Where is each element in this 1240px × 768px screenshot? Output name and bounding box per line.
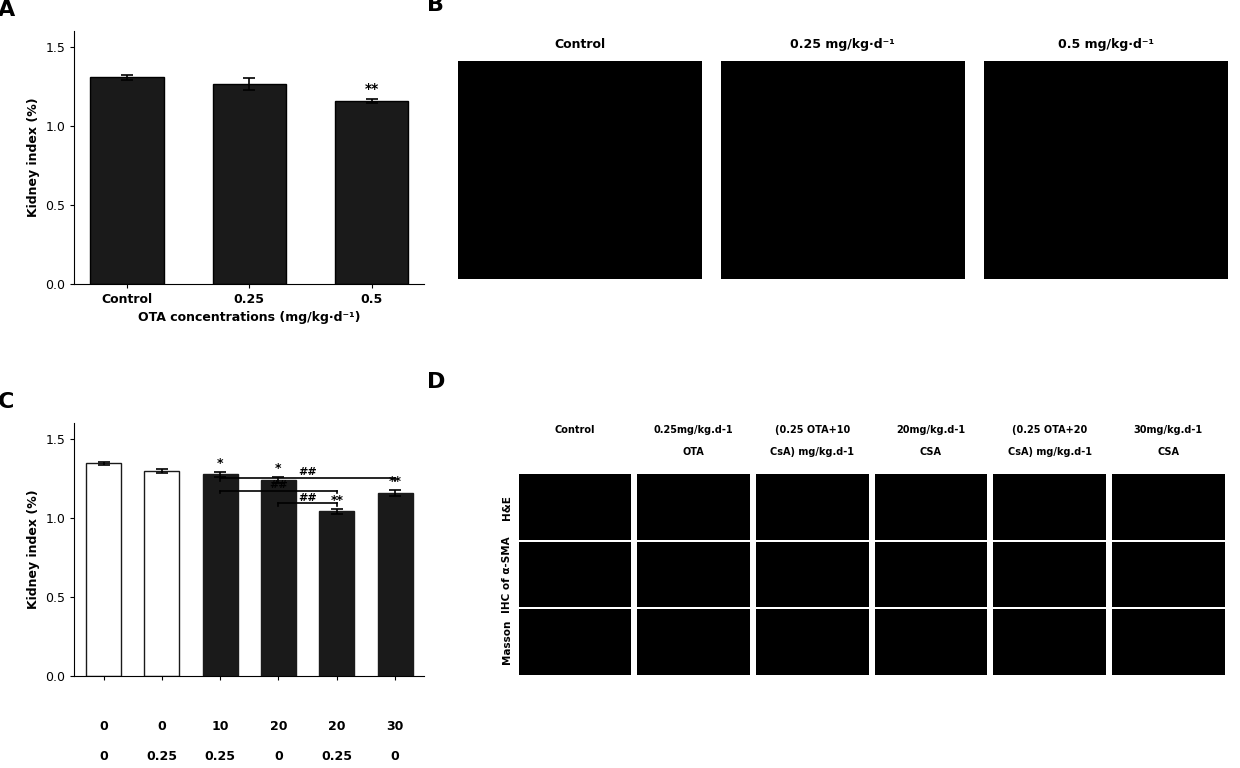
Bar	[260, 480, 296, 676]
Text: OTA: OTA	[683, 447, 704, 457]
Bar	[518, 475, 631, 540]
Text: ##: ##	[299, 468, 317, 478]
Bar	[518, 542, 631, 607]
Bar	[518, 609, 631, 675]
Bar	[212, 84, 286, 283]
Text: 0.25: 0.25	[321, 750, 352, 763]
Text: *: *	[275, 462, 281, 475]
Text: CsA) mg/kg.d-1: CsA) mg/kg.d-1	[1008, 447, 1091, 457]
Y-axis label: Kidney index (%): Kidney index (%)	[27, 489, 40, 609]
Text: B: B	[427, 0, 444, 15]
Text: 0: 0	[274, 750, 283, 763]
Text: **: **	[365, 81, 378, 96]
Text: CsA) mg/kg.d-1: CsA) mg/kg.d-1	[770, 447, 854, 457]
Bar	[720, 61, 965, 279]
Bar	[993, 542, 1106, 607]
Bar	[874, 609, 987, 675]
Text: CSA: CSA	[920, 447, 942, 457]
Text: 0: 0	[99, 750, 108, 763]
Text: 30mg/kg.d-1: 30mg/kg.d-1	[1133, 425, 1203, 435]
Text: 0.25: 0.25	[205, 750, 236, 763]
Text: ##: ##	[299, 493, 317, 503]
Bar	[993, 609, 1106, 675]
Bar	[983, 61, 1228, 279]
Bar	[637, 542, 750, 607]
Text: (0.25 OTA+20: (0.25 OTA+20	[1012, 425, 1087, 435]
Bar	[874, 475, 987, 540]
Text: 0: 0	[391, 750, 399, 763]
Text: 10: 10	[212, 720, 229, 733]
Bar	[993, 475, 1106, 540]
Text: *: *	[217, 457, 223, 470]
Bar	[1112, 609, 1225, 675]
Bar	[91, 78, 164, 283]
Text: ##: ##	[269, 480, 288, 490]
Text: 0: 0	[157, 720, 166, 733]
Bar	[86, 463, 122, 676]
Bar	[874, 542, 987, 607]
Bar	[637, 475, 750, 540]
Text: 0.5 mg/kg·d⁻¹: 0.5 mg/kg·d⁻¹	[1058, 38, 1153, 51]
Text: H&E: H&E	[502, 495, 512, 520]
Text: Masson: Masson	[502, 620, 512, 664]
Y-axis label: Kidney index (%): Kidney index (%)	[27, 98, 40, 217]
Text: C: C	[0, 392, 14, 412]
Text: 20: 20	[329, 720, 346, 733]
Text: 30: 30	[387, 720, 404, 733]
Bar	[458, 61, 702, 279]
Text: D: D	[427, 372, 445, 392]
Bar	[144, 471, 180, 676]
Text: 20mg/kg.d-1: 20mg/kg.d-1	[897, 425, 966, 435]
Bar	[1112, 475, 1225, 540]
Text: (0.25 OTA+10: (0.25 OTA+10	[775, 425, 849, 435]
Text: A: A	[0, 0, 15, 21]
Bar	[335, 101, 408, 283]
Text: 0.25: 0.25	[146, 750, 177, 763]
Text: IHC of α-SMA: IHC of α-SMA	[502, 536, 512, 613]
Bar	[637, 609, 750, 675]
Bar	[378, 493, 413, 676]
Bar	[756, 609, 868, 675]
Text: 0: 0	[99, 720, 108, 733]
Bar	[1112, 542, 1225, 607]
Text: 0.25mg/kg.d-1: 0.25mg/kg.d-1	[653, 425, 733, 435]
Bar	[202, 475, 238, 676]
Text: **: **	[388, 475, 402, 488]
Bar	[320, 511, 355, 676]
Text: **: **	[330, 494, 343, 507]
Text: 0.25 mg/kg·d⁻¹: 0.25 mg/kg·d⁻¹	[790, 38, 895, 51]
X-axis label: OTA concentrations (mg/kg·d⁻¹): OTA concentrations (mg/kg·d⁻¹)	[138, 311, 361, 324]
Text: 20: 20	[270, 720, 288, 733]
Bar	[756, 475, 868, 540]
Text: CSA: CSA	[1157, 447, 1179, 457]
Text: Control: Control	[554, 425, 595, 435]
Bar	[756, 542, 868, 607]
Text: Control: Control	[554, 38, 605, 51]
